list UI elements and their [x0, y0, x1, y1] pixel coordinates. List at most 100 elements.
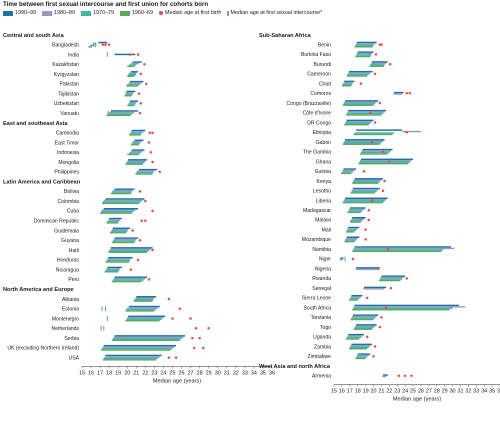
birth-dot [174, 356, 178, 359]
x-tick-label: 15 [79, 371, 85, 377]
x-tick-label: 18 [355, 389, 361, 395]
sex-marker [101, 306, 103, 312]
cohort-bar [131, 142, 140, 144]
cohort-bar [130, 143, 139, 146]
country-label: Togo [320, 325, 331, 331]
cohort-bar [356, 267, 380, 269]
x-tick-label: 26 [179, 371, 185, 377]
x-tick-label: 24 [160, 371, 166, 377]
x-tick-label: 22 [142, 371, 148, 377]
birth-dot [365, 296, 369, 300]
country-label: Burundi [313, 62, 331, 68]
cohort-bar [346, 112, 384, 115]
x-tick-label: 17 [97, 371, 103, 377]
cohort-bar [358, 162, 409, 165]
cohort-bar [126, 162, 145, 164]
legend-item-birth: Median age at first birth [159, 10, 221, 16]
country-label: Cuba [67, 209, 79, 215]
cohort-bar [110, 110, 139, 112]
birth-dot [129, 268, 133, 271]
cohort-bar [351, 218, 365, 220]
cohort-bar [352, 307, 453, 310]
birth-dot [364, 238, 367, 241]
country-label: Guatemala [54, 228, 79, 234]
sex-marker [106, 316, 108, 321]
birth-dot [373, 72, 377, 76]
legend-swatch [120, 10, 130, 16]
birth-dot [362, 169, 366, 173]
birth-dot [147, 141, 151, 144]
cohort-bar [369, 65, 384, 67]
country-label: Nigeria [315, 266, 331, 272]
birth-dot [201, 346, 205, 350]
x-tick-label: 33 [242, 371, 248, 377]
cohort-bar [343, 168, 357, 170]
cohort-bar [129, 82, 142, 84]
cohort-bar [342, 104, 374, 106]
birth-dot [386, 247, 390, 251]
country-label: Tanzania [311, 315, 332, 321]
birth-dot [367, 218, 371, 222]
country-label: Chad [319, 81, 331, 87]
legend: 1990–99 1980–89 1970–79 1960–69 Median a… [3, 10, 328, 16]
country-label: Haiti [69, 248, 79, 254]
country-label: Rwanda [312, 276, 331, 282]
birth-dot [372, 355, 375, 358]
birth-dot [365, 335, 369, 339]
region-header: Latin America and Caribbean [3, 180, 81, 186]
birth-dot [138, 190, 142, 193]
birth-dot [144, 199, 147, 203]
country-label: India [68, 52, 79, 58]
x-tick-label: 21 [378, 389, 384, 395]
cohort-bar [347, 111, 385, 113]
cohort-bar [379, 278, 402, 280]
birth-dot [367, 208, 371, 212]
x-tick-label: 28 [434, 389, 440, 395]
cohort-bar [341, 172, 352, 175]
country-label: Estonia [62, 307, 79, 313]
cohort-bar [111, 229, 129, 231]
cohort-bar [349, 207, 366, 209]
cohort-bar [346, 236, 360, 238]
cohort-bar [125, 319, 160, 322]
cohort-bar [129, 134, 141, 136]
cohort-bar [114, 53, 136, 56]
cohort-bar [109, 250, 149, 252]
birth-dot [136, 53, 140, 56]
x-tick-label: 31 [224, 371, 230, 377]
cohort-bar [107, 266, 122, 269]
country-label: Nicaragua [56, 267, 79, 273]
birth-dot [207, 327, 210, 330]
cohort-bar [125, 163, 143, 165]
cohort-bar [359, 161, 410, 163]
x-tick-label: 22 [386, 389, 392, 395]
cohort-bar [110, 230, 128, 232]
cohort-bar [124, 95, 132, 97]
country-label: Netherlands [52, 326, 80, 332]
country-label: Pakistan [59, 82, 79, 88]
cohort-bar [349, 346, 369, 348]
cohort-bar [343, 142, 382, 144]
cohort-bar [112, 279, 144, 281]
x-tick-label: 32 [233, 371, 239, 377]
x-tick-label: 19 [115, 371, 121, 377]
cohort-bar [98, 41, 108, 44]
cohort-bar [134, 298, 154, 301]
country-label: Comoros [310, 91, 331, 97]
cohort-bar [109, 217, 122, 220]
country-label: USA [69, 355, 80, 361]
cohort-bar [362, 148, 393, 151]
cohort-bar [126, 308, 157, 311]
cohort-bar [131, 149, 145, 151]
country-label: Mali [322, 227, 331, 233]
cohort-bar [352, 250, 442, 253]
cohort-bar [352, 187, 380, 190]
cohort-bar [356, 52, 372, 55]
x-tick-label: 30 [215, 371, 221, 377]
cohort-bar [127, 317, 164, 319]
birth-dot [151, 131, 154, 134]
cohort-bar [103, 344, 177, 347]
country-label: Serbia [64, 336, 79, 342]
country-label: Albania [62, 297, 79, 303]
cohort-bar [128, 74, 137, 76]
